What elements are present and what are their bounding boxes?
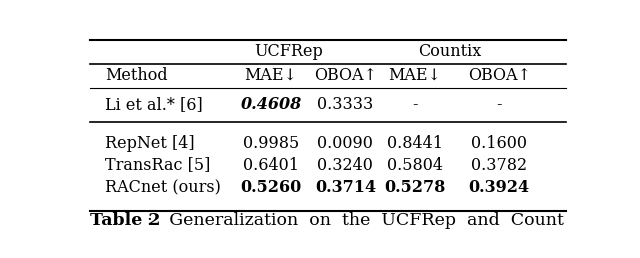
- Text: -: -: [497, 96, 502, 113]
- Text: 0.9985: 0.9985: [243, 135, 299, 152]
- Text: 0.4608: 0.4608: [241, 96, 301, 113]
- Text: 0.3924: 0.3924: [468, 179, 530, 196]
- Text: 0.8441: 0.8441: [387, 135, 443, 152]
- Text: 0.3714: 0.3714: [315, 179, 376, 196]
- Text: 0.3240: 0.3240: [317, 157, 373, 174]
- Text: OBOA↑: OBOA↑: [314, 67, 377, 84]
- Text: OBOA↑: OBOA↑: [468, 67, 531, 84]
- Text: 0.5260: 0.5260: [241, 179, 301, 196]
- Text: UCFRep: UCFRep: [254, 43, 323, 60]
- Text: Table 2: Table 2: [90, 212, 160, 229]
- Text: Li et al.* [6]: Li et al.* [6]: [105, 96, 202, 113]
- Text: TransRac [5]: TransRac [5]: [105, 157, 210, 174]
- Text: 0.6401: 0.6401: [243, 157, 299, 174]
- Text: RepNet [4]: RepNet [4]: [105, 135, 195, 152]
- Text: 0.0090: 0.0090: [317, 135, 373, 152]
- Text: 0.5804: 0.5804: [387, 157, 443, 174]
- Text: Method: Method: [105, 67, 168, 84]
- Text: :   Generalization  on  the  UCFRep  and  Count: : Generalization on the UCFRep and Count: [147, 212, 564, 229]
- Text: Countix: Countix: [418, 43, 481, 60]
- Text: 0.3333: 0.3333: [317, 96, 374, 113]
- Text: 0.5278: 0.5278: [384, 179, 445, 196]
- Text: RACnet (ours): RACnet (ours): [105, 179, 221, 196]
- Text: 0.1600: 0.1600: [471, 135, 527, 152]
- Text: -: -: [412, 96, 417, 113]
- Text: MAE↓: MAE↓: [388, 67, 441, 84]
- Text: 0.3782: 0.3782: [471, 157, 527, 174]
- Text: MAE↓: MAE↓: [244, 67, 298, 84]
